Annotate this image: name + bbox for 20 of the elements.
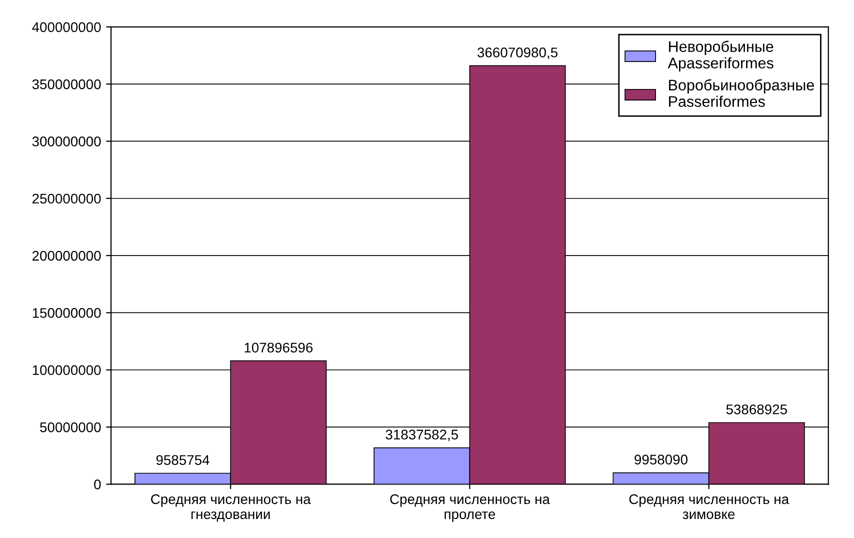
y-tick-label: 200000000 [32,250,101,261]
data-label: 9958090 [634,454,688,465]
data-label: 53868925 [726,404,787,414]
x-tick-label: Средняя численность на гнездовании [151,494,311,522]
data-label: 366070980,5 [478,48,558,60]
data-label: 9585754 [156,455,210,465]
y-tick-label: 250000000 [32,194,101,204]
legend-label: Неворобьиные Apasseriformes [668,40,774,72]
y-tick-label: 50000000 [40,422,101,432]
data-label: 31837582,5 [386,430,458,442]
x-tick-label: Средняя численность на пролете [390,494,550,522]
y-tick-label: 400000000 [32,22,101,32]
y-tick-label: 300000000 [32,136,101,146]
y-tick-label: 0 [94,480,101,490]
y-tick-label: 150000000 [32,308,101,318]
y-tick-label: 350000000 [32,79,101,90]
data-label: 107896596 [244,342,313,353]
y-tick-label: 100000000 [32,365,101,376]
x-tick-label: Средняя численность на зимовке [629,494,790,520]
legend-label: Воробьинообразные Passeriformes [669,79,814,107]
